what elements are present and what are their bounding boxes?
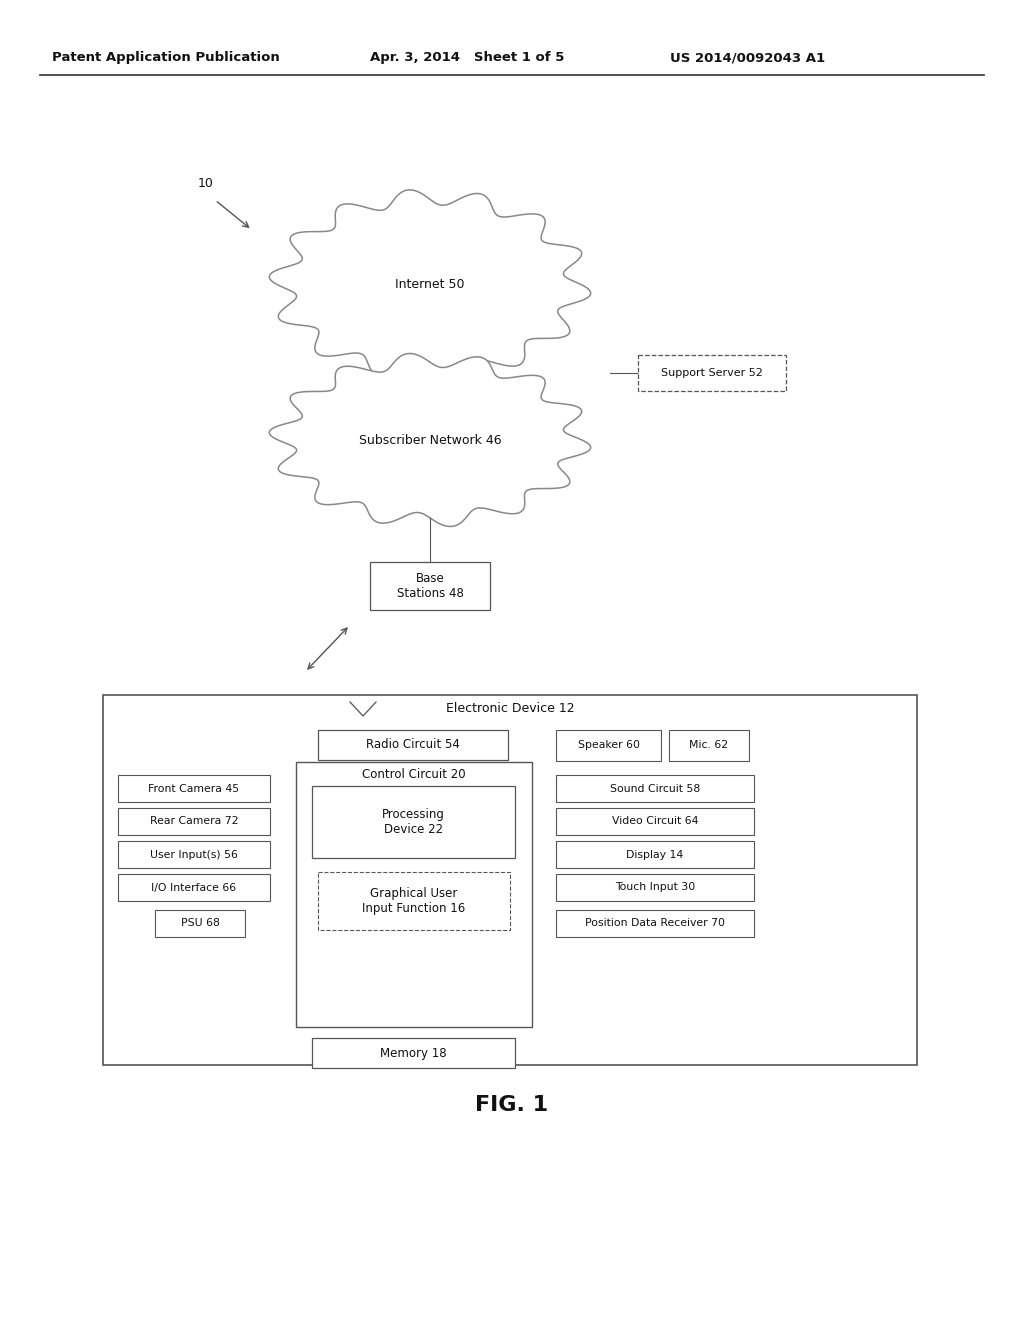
Text: Sound Circuit 58: Sound Circuit 58 — [610, 784, 700, 793]
Text: Memory 18: Memory 18 — [380, 1047, 446, 1060]
Polygon shape — [269, 354, 591, 527]
FancyBboxPatch shape — [318, 730, 508, 760]
Circle shape — [133, 942, 143, 952]
Text: Internet 50: Internet 50 — [395, 279, 465, 292]
FancyBboxPatch shape — [118, 841, 270, 869]
Text: Electronic Device 12: Electronic Device 12 — [445, 701, 574, 714]
Text: Video Circuit 64: Video Circuit 64 — [611, 817, 698, 826]
FancyBboxPatch shape — [556, 874, 754, 902]
Text: Support Server 52: Support Server 52 — [662, 368, 763, 378]
FancyBboxPatch shape — [318, 873, 510, 931]
FancyBboxPatch shape — [312, 785, 515, 858]
FancyBboxPatch shape — [118, 874, 270, 902]
Text: Front Camera 45: Front Camera 45 — [148, 784, 240, 793]
Text: Radio Circuit 54: Radio Circuit 54 — [366, 738, 460, 751]
FancyBboxPatch shape — [556, 775, 754, 803]
Text: Mic. 62: Mic. 62 — [689, 741, 728, 751]
Text: Position Data Receiver 70: Position Data Receiver 70 — [585, 919, 725, 928]
FancyBboxPatch shape — [118, 775, 270, 803]
Text: Processing
Device 22: Processing Device 22 — [382, 808, 445, 836]
FancyBboxPatch shape — [556, 730, 662, 762]
Text: PSU 68: PSU 68 — [180, 919, 219, 928]
FancyBboxPatch shape — [370, 562, 490, 610]
Text: I/O Interface 66: I/O Interface 66 — [152, 883, 237, 892]
FancyBboxPatch shape — [103, 696, 918, 1065]
FancyBboxPatch shape — [556, 909, 754, 937]
FancyBboxPatch shape — [312, 1038, 515, 1068]
Text: Rear Camera 72: Rear Camera 72 — [150, 817, 239, 826]
Text: US 2014/0092043 A1: US 2014/0092043 A1 — [670, 51, 825, 65]
Text: Display 14: Display 14 — [627, 850, 684, 859]
FancyBboxPatch shape — [556, 808, 754, 836]
Text: Apr. 3, 2014   Sheet 1 of 5: Apr. 3, 2014 Sheet 1 of 5 — [370, 51, 564, 65]
Text: Graphical User
Input Function 16: Graphical User Input Function 16 — [362, 887, 466, 915]
Text: Control Circuit 20: Control Circuit 20 — [362, 767, 466, 780]
Text: 10: 10 — [198, 177, 214, 190]
Polygon shape — [269, 190, 591, 380]
Text: Touch Input 30: Touch Input 30 — [614, 883, 695, 892]
Text: User Input(s) 56: User Input(s) 56 — [151, 850, 238, 859]
Text: Subscriber Network 46: Subscriber Network 46 — [358, 433, 502, 446]
Text: Base
Stations 48: Base Stations 48 — [396, 572, 464, 601]
Text: Patent Application Publication: Patent Application Publication — [52, 51, 280, 65]
FancyBboxPatch shape — [638, 355, 786, 391]
Text: Speaker 60: Speaker 60 — [578, 741, 640, 751]
FancyBboxPatch shape — [669, 730, 749, 762]
FancyBboxPatch shape — [155, 909, 245, 937]
FancyBboxPatch shape — [556, 841, 754, 869]
FancyBboxPatch shape — [118, 808, 270, 836]
FancyBboxPatch shape — [296, 762, 532, 1027]
Text: FIG. 1: FIG. 1 — [475, 1096, 549, 1115]
